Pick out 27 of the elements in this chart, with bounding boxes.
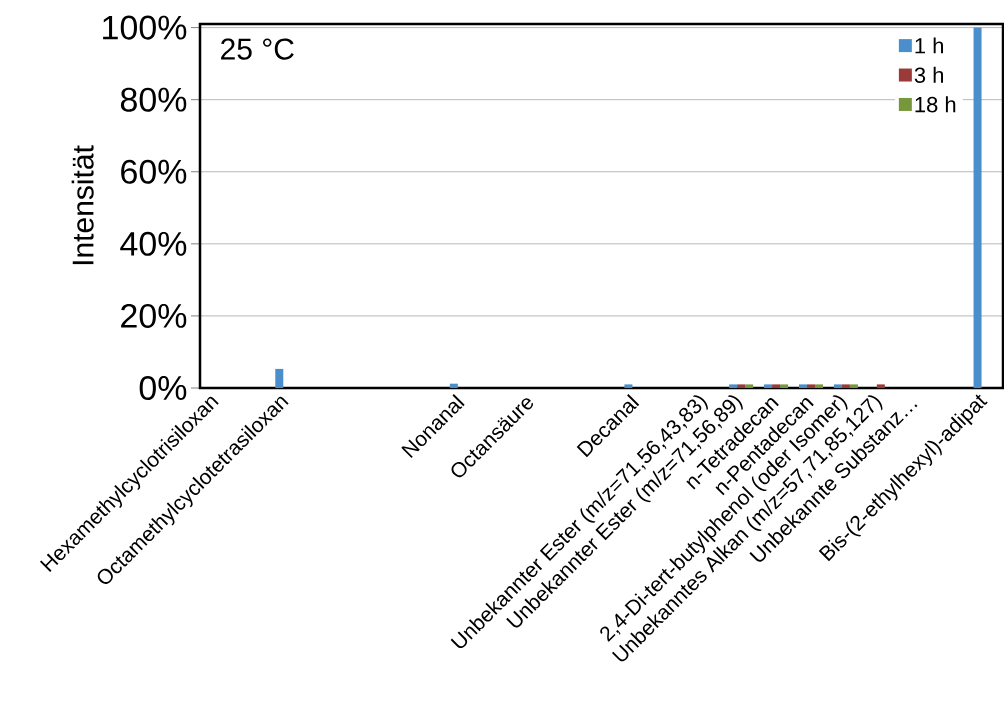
y-axis-title: Intensität bbox=[71, 145, 94, 265]
y-tick-label: 100% bbox=[103, 15, 187, 40]
bar bbox=[798, 384, 807, 388]
bar bbox=[849, 384, 858, 388]
bar bbox=[876, 384, 885, 388]
legend-label: 1 h bbox=[915, 37, 943, 54]
bar bbox=[841, 384, 850, 388]
bar bbox=[833, 384, 842, 388]
bar bbox=[624, 384, 633, 388]
bar bbox=[737, 384, 746, 388]
y-tick-label: 80% bbox=[120, 87, 187, 112]
bar bbox=[780, 384, 789, 388]
annotation: 25 °C bbox=[221, 38, 294, 60]
bar bbox=[449, 383, 458, 388]
bar bbox=[729, 384, 738, 388]
bar bbox=[772, 384, 781, 388]
bar bbox=[275, 368, 284, 388]
legend-label: 18 h bbox=[915, 96, 956, 113]
bar bbox=[806, 384, 815, 388]
bar bbox=[764, 384, 773, 388]
legend-label: 3 h bbox=[914, 66, 943, 83]
y-tick-label: 40% bbox=[120, 231, 187, 256]
bar bbox=[814, 384, 823, 388]
bar bbox=[745, 384, 754, 388]
y-tick-label: 60% bbox=[121, 159, 187, 184]
y-tick-label: 20% bbox=[121, 303, 187, 328]
bar bbox=[973, 27, 982, 388]
